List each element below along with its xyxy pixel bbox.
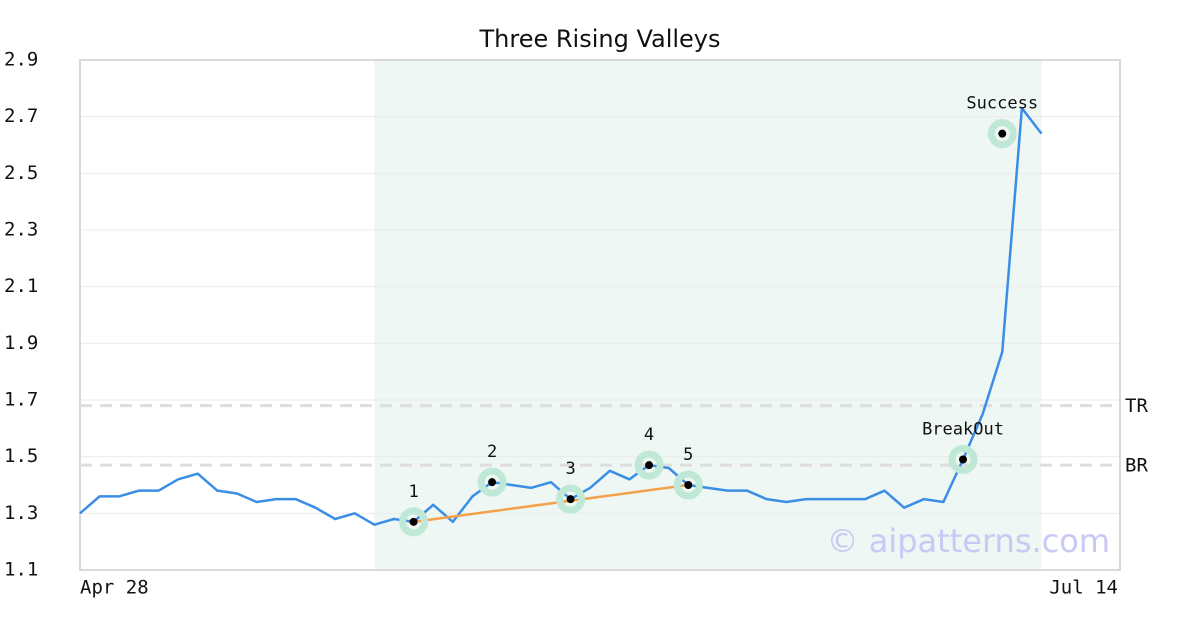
- pattern-point-halo: [399, 507, 429, 537]
- y-tick-label: 1.1: [4, 559, 38, 581]
- pattern-point: [959, 455, 968, 464]
- pattern-point: [645, 461, 654, 470]
- pattern-point-halo: [634, 450, 664, 480]
- highlight-region: [374, 60, 1042, 570]
- x-tick-label: Apr 28: [80, 577, 149, 599]
- y-tick-label: 2.7: [4, 105, 38, 127]
- trend-line: [413, 483, 689, 524]
- pattern-point-halo: [556, 484, 586, 514]
- y-tick-label: 2.5: [4, 162, 38, 184]
- pattern-label: 5: [683, 445, 693, 465]
- y-tick-label: 2.1: [4, 275, 38, 297]
- pattern-point-halo: [987, 119, 1017, 149]
- pattern-point-halo: [673, 470, 703, 500]
- y-tick-label: 2.9: [4, 49, 38, 71]
- pattern-point-halo: [477, 467, 507, 497]
- y-tick-label: 1.3: [4, 502, 38, 524]
- pattern-point: [684, 481, 693, 489]
- pattern-label: BreakOut: [922, 420, 1004, 440]
- pattern-label: 4: [644, 425, 654, 445]
- reference-label: TR: [1125, 395, 1148, 417]
- reference-label: BR: [1125, 455, 1148, 477]
- x-tick-label: Jul 14: [1049, 577, 1118, 599]
- y-tick-label: 1.9: [4, 332, 38, 354]
- y-tick-label: 2.3: [4, 219, 38, 241]
- pattern-point: [409, 517, 418, 526]
- pattern-point-halo: [948, 445, 978, 474]
- y-tick-label: 1.7: [4, 389, 38, 411]
- pattern-label: 1: [408, 482, 418, 502]
- pattern-label: 2: [487, 442, 497, 462]
- pattern-label: Success: [966, 94, 1038, 114]
- pattern-point: [488, 478, 497, 487]
- watermark: © aipatterns.com: [827, 522, 1110, 560]
- pattern-point: [998, 129, 1007, 138]
- chart-title: Three Rising Valleys: [478, 25, 720, 53]
- y-tick-label: 1.5: [4, 445, 38, 467]
- plot-frame: [79, 59, 1121, 571]
- pattern-label: 3: [565, 459, 575, 479]
- pattern-point: [566, 495, 575, 504]
